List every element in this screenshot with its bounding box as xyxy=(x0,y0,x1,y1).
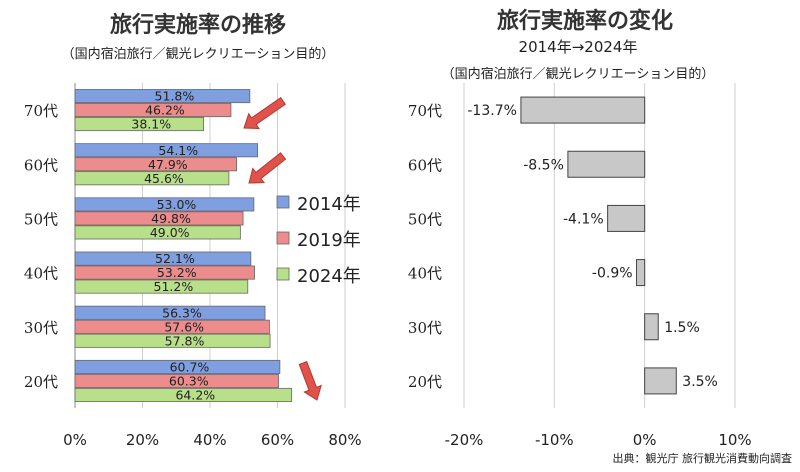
left-data-label: 52.1% xyxy=(155,251,195,266)
left-data-label: 57.6% xyxy=(164,319,204,334)
right-data-label: 1.5% xyxy=(664,320,700,336)
left-data-label: 51.2% xyxy=(154,279,194,294)
right-bar xyxy=(567,150,646,178)
left-category-label: 60代 xyxy=(24,156,58,174)
left-chart-subtitle: （国内宿泊旅行／観光レクリエーション目的） xyxy=(62,46,335,62)
left-data-label: 64.2% xyxy=(175,388,215,403)
left-bar xyxy=(74,171,230,186)
right-bar xyxy=(520,96,646,124)
left-data-label: 38.1% xyxy=(131,117,171,132)
left-category-label: 40代 xyxy=(24,265,58,283)
left-bar xyxy=(74,197,255,212)
left-data-label: 53.2% xyxy=(157,265,197,280)
right-category-label: 50代 xyxy=(408,210,442,228)
left-bar xyxy=(74,143,258,158)
legend-label: 2019年 xyxy=(297,230,361,251)
left-bar xyxy=(74,117,204,132)
left-bar xyxy=(74,359,281,374)
left-chart: 0% 20% 40% 60% 80% 70代 51.8%46.2%38.1% 60代 54.1%… xyxy=(24,83,362,449)
left-bar xyxy=(74,251,252,266)
red-arrow xyxy=(298,360,322,401)
right-chart-title: 旅行実施率の変化 xyxy=(497,8,673,34)
right-bar xyxy=(644,313,659,341)
right-category-label: 20代 xyxy=(408,373,442,391)
left-data-label: 53.0% xyxy=(157,197,197,212)
left-data-label: 57.8% xyxy=(165,333,205,348)
right-bar xyxy=(644,367,677,395)
right-category-label: 70代 xyxy=(408,102,442,120)
left-data-label: 45.6% xyxy=(144,171,184,186)
left-bar xyxy=(74,103,232,118)
left-bar xyxy=(74,319,270,334)
left-x-tick-label: 60% xyxy=(261,431,294,449)
left-category-label: 70代 xyxy=(24,102,58,120)
red-arrow xyxy=(248,152,287,184)
left-data-label: 60.3% xyxy=(169,374,209,389)
legend-swatch xyxy=(276,195,290,209)
left-data-label: 47.9% xyxy=(148,157,188,172)
left-chart-title: 旅行実施率の推移 xyxy=(110,12,286,38)
right-data-label: -13.7% xyxy=(467,103,517,119)
left-data-label: 51.8% xyxy=(155,89,195,104)
right-bar xyxy=(607,204,646,232)
right-chart-subtitle2: （国内宿泊旅行／観光レクリエーション目的） xyxy=(442,66,715,82)
left-bar xyxy=(74,333,271,348)
left-bar xyxy=(74,373,279,388)
red-arrow xyxy=(243,97,286,130)
left-bar xyxy=(74,279,249,294)
right-data-label: 3.5% xyxy=(682,374,718,390)
left-category-label: 50代 xyxy=(24,210,58,228)
left-bar xyxy=(74,157,238,172)
left-x-tick-label: 80% xyxy=(328,431,361,449)
left-x-tick-label: 40% xyxy=(193,431,226,449)
left-bar xyxy=(74,387,293,402)
left-data-label: 49.0% xyxy=(150,225,190,240)
left-data-label: 49.8% xyxy=(151,211,191,226)
legend-swatch xyxy=(276,231,290,245)
legend-label: 2014年 xyxy=(297,194,361,215)
right-data-label: -0.9% xyxy=(592,266,633,282)
left-x-tick-label: 20% xyxy=(126,431,159,449)
left-data-label: 46.2% xyxy=(145,103,185,118)
right-x-tick-label: -20% xyxy=(445,431,484,449)
left-bar xyxy=(74,305,266,320)
left-bar xyxy=(74,211,244,226)
left-bar xyxy=(74,265,255,280)
left-data-label: 54.1% xyxy=(158,143,198,158)
left-category-label: 20代 xyxy=(24,373,58,391)
right-data-label: -4.1% xyxy=(563,211,604,227)
left-data-label: 56.3% xyxy=(162,305,202,320)
right-x-tick-label: 0% xyxy=(633,431,657,449)
right-category-label: 40代 xyxy=(408,265,442,283)
right-data-label: -8.5% xyxy=(523,157,564,173)
source-note: 出典：観光庁 旅行観光消費動向調査 xyxy=(613,451,793,465)
legend-label: 2024年 xyxy=(297,266,361,287)
left-x-tick-label: 0% xyxy=(63,431,87,449)
right-x-tick-label: 10% xyxy=(718,431,751,449)
right-category-label: 60代 xyxy=(408,156,442,174)
left-data-label: 60.7% xyxy=(170,360,210,375)
left-category-label: 30代 xyxy=(24,319,58,337)
right-x-tick-label: -10% xyxy=(535,431,574,449)
right-category-label: 30代 xyxy=(408,319,442,337)
legend-swatch xyxy=(276,267,290,281)
left-bar xyxy=(74,225,241,240)
right-chart: -20% -10% 0% 10% 70代 -13.7% 60代 -8.5% 50代 -4.1% 40… xyxy=(408,83,752,449)
left-bar xyxy=(74,89,251,104)
right-bar xyxy=(636,259,646,287)
right-chart-subtitle: 2014年→2024年 xyxy=(519,38,638,56)
